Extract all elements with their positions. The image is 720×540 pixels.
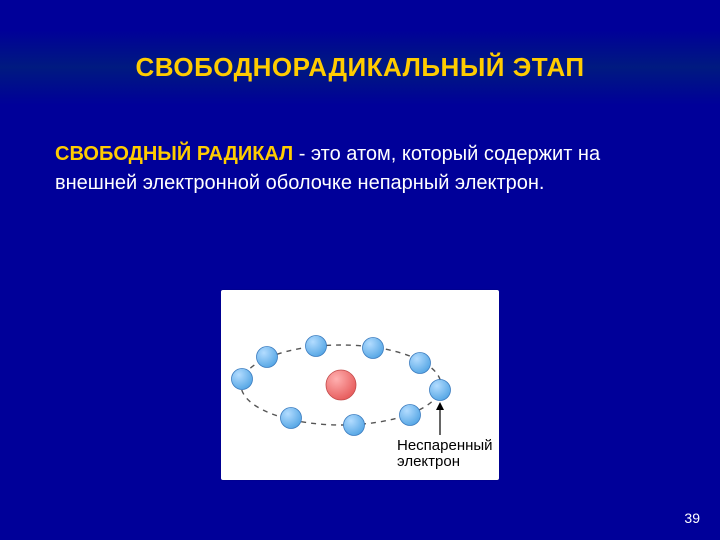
slide: СВОБОДНОРАДИКАЛЬНЫЙ ЭТАП СВОБОДНЫЙ РАДИК…: [0, 0, 720, 540]
nucleus: [326, 370, 356, 400]
electron: [281, 408, 302, 429]
label-arrowhead: [436, 402, 444, 410]
unpaired-label-line1: Неспаренный: [397, 437, 493, 454]
title-band: СВОБОДНОРАДИКАЛЬНЫЙ ЭТАП: [0, 30, 720, 105]
electron: [232, 369, 253, 390]
slide-title: СВОБОДНОРАДИКАЛЬНЫЙ ЭТАП: [135, 52, 584, 83]
unpaired-electron: [430, 380, 451, 401]
electron: [344, 415, 365, 436]
atom-svg: Неспаренный электрон: [221, 290, 499, 480]
unpaired-label-line2: электрон: [397, 453, 460, 470]
electron: [410, 353, 431, 374]
definition-paragraph: СВОБОДНЫЙ РАДИКАЛ - это атом, который со…: [55, 140, 665, 198]
electron: [257, 347, 278, 368]
page-number: 39: [684, 510, 700, 526]
electron: [400, 405, 421, 426]
atom-figure: Неспаренный электрон: [221, 290, 499, 480]
electron: [363, 338, 384, 359]
term: СВОБОДНЫЙ РАДИКАЛ: [55, 143, 293, 165]
electron: [306, 336, 327, 357]
